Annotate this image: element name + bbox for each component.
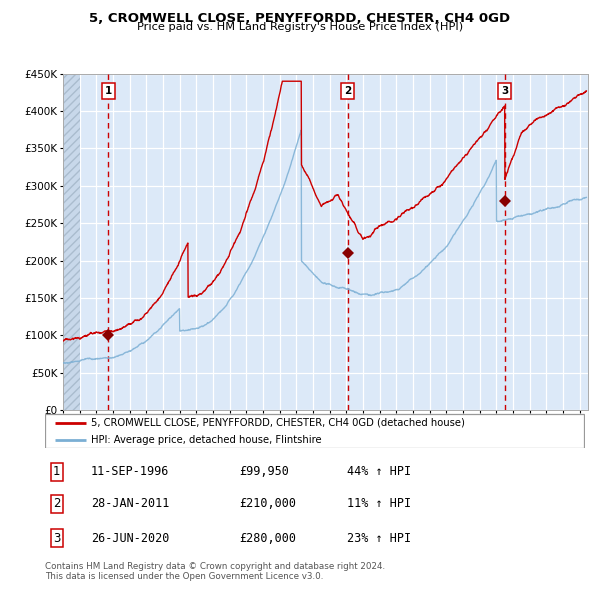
Text: 2: 2 [344,86,351,96]
Text: £99,950: £99,950 [239,465,289,478]
Text: Price paid vs. HM Land Registry's House Price Index (HPI): Price paid vs. HM Land Registry's House … [137,22,463,32]
Text: 3: 3 [53,532,61,545]
Text: 3: 3 [501,86,508,96]
Text: 5, CROMWELL CLOSE, PENYFFORDD, CHESTER, CH4 0GD: 5, CROMWELL CLOSE, PENYFFORDD, CHESTER, … [89,12,511,25]
Text: 1: 1 [104,86,112,96]
Text: £210,000: £210,000 [239,497,296,510]
Polygon shape [63,74,80,410]
Text: 28-JAN-2011: 28-JAN-2011 [91,497,169,510]
Text: 5, CROMWELL CLOSE, PENYFFORDD, CHESTER, CH4 0GD (detached house): 5, CROMWELL CLOSE, PENYFFORDD, CHESTER, … [91,418,465,428]
Text: £280,000: £280,000 [239,532,296,545]
Text: 23% ↑ HPI: 23% ↑ HPI [347,532,412,545]
Text: 1: 1 [53,465,61,478]
Text: Contains HM Land Registry data © Crown copyright and database right 2024.
This d: Contains HM Land Registry data © Crown c… [45,562,385,581]
Text: 11% ↑ HPI: 11% ↑ HPI [347,497,412,510]
Text: 44% ↑ HPI: 44% ↑ HPI [347,465,412,478]
Text: 2: 2 [53,497,61,510]
FancyBboxPatch shape [45,414,584,448]
Text: 26-JUN-2020: 26-JUN-2020 [91,532,169,545]
Text: 11-SEP-1996: 11-SEP-1996 [91,465,169,478]
Text: HPI: Average price, detached house, Flintshire: HPI: Average price, detached house, Flin… [91,435,322,444]
